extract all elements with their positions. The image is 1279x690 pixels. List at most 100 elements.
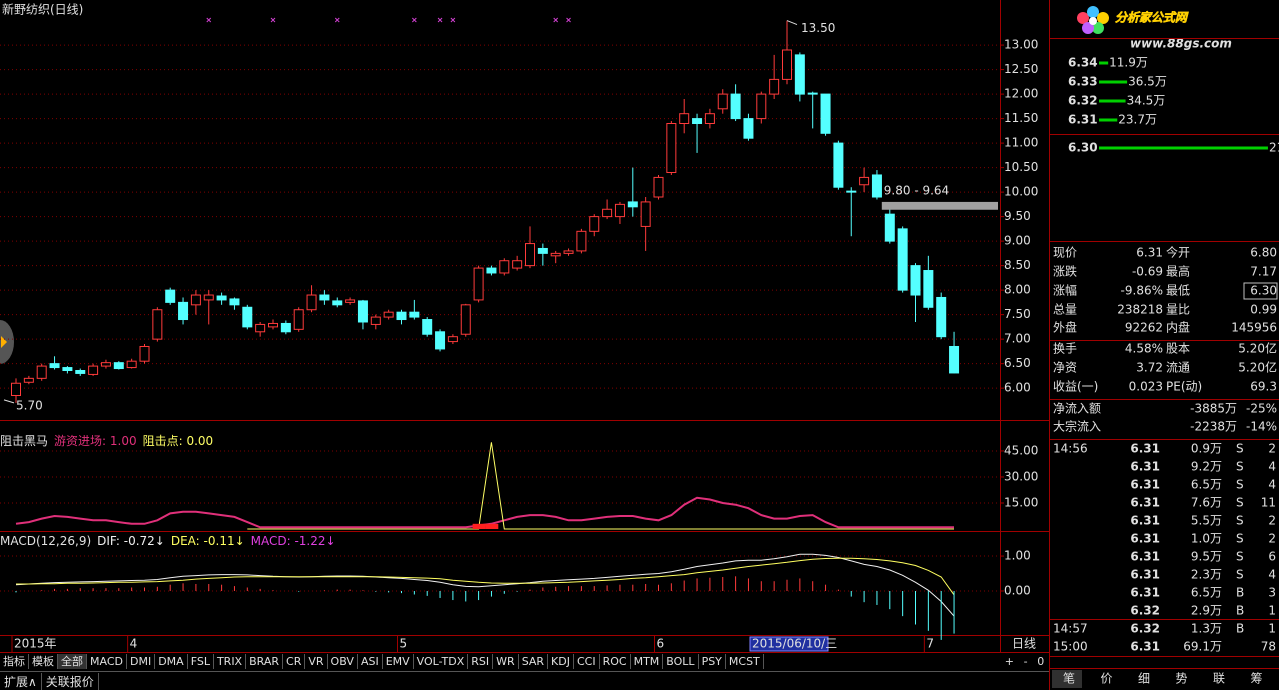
candle-body [512,260,523,269]
quote-value: 0.023 [1129,380,1163,394]
trade-price: 6.31 [1130,640,1160,654]
y-tick-label: 6.50 [1004,356,1031,370]
detail-tab[interactable]: 联 [1213,672,1225,686]
trade-price: 6.31 [1130,568,1160,582]
tab[interactable]: 关联报价 [42,672,99,690]
tab[interactable]: RSI [468,653,494,669]
tab[interactable]: CR [283,653,306,669]
book-bar [1099,99,1126,103]
tab[interactable]: MTM [631,653,664,669]
trade-count: 78 [1261,640,1276,654]
tab[interactable]: EMV [383,653,414,669]
legend-entry: DIF: -0.72↓ [97,534,165,548]
tab[interactable]: CCI [574,653,600,669]
y-tick-label: 10.50 [1004,160,1038,174]
logo-title: 分析家公式网 [1115,11,1189,25]
candle-body [743,118,754,139]
tab[interactable]: OBV [328,653,358,669]
candle-body [602,208,613,218]
y-tick-label: 0.00 [1004,583,1031,597]
range-label: 9.80 - 9.64 [884,183,949,197]
tab[interactable]: VR [305,653,328,669]
quote-label: 股本 [1166,342,1190,356]
tab[interactable]: BRAR [246,653,284,669]
tab[interactable]: TRIX [214,653,247,669]
candle-body [692,118,703,125]
candle-body [396,311,407,321]
trade-side: S [1236,442,1244,456]
quote-value: 6.30 [1250,284,1277,298]
legend-entry: MACD: -1.22↓ [251,534,336,548]
zoom-buttons: + -0 [1000,653,1049,669]
tab[interactable]: PSY [699,653,726,669]
tab[interactable]: KDJ [548,653,574,669]
candle-body [460,304,471,335]
candle-body [422,319,433,335]
tab[interactable]: DMI [127,653,156,669]
logo-url: www.88gs.com [1130,37,1232,51]
detail-tab[interactable]: 势 [1176,672,1188,686]
candle-body [178,301,189,321]
candle-body [576,230,587,252]
trade-volume: 6.5万 [1191,478,1222,492]
detail-tab[interactable]: 筹 [1251,672,1263,686]
date-label: 6 [657,637,665,651]
candle-body [525,243,535,267]
candle-body [807,92,818,95]
legend-entry: 游资进场: 1.00 [54,434,137,448]
quote-value: 4.58% [1125,342,1163,356]
y-tick-label: 9.50 [1004,209,1031,223]
y-tick-label: 12.00 [1004,87,1038,101]
candle-body [537,247,548,254]
signal-marker [566,17,571,23]
candle-body [23,377,34,383]
date-label: 7 [926,637,934,651]
trade-price: 6.31 [1130,478,1160,492]
tab[interactable]: + [1004,654,1015,668]
panel-title: MACD(12,26,9) [0,534,91,548]
tab[interactable]: 模板 [29,653,58,669]
quote-value: -9.86% [1121,284,1163,298]
candle-body [614,203,625,218]
tab[interactable]: MACD [87,653,127,669]
date-label: 4 [130,637,138,651]
tab[interactable]: DMA [155,653,188,669]
tab[interactable]: 全部 [58,653,87,669]
book-bar [1099,146,1268,150]
date-label: 2015年 [14,637,57,651]
tab[interactable]: ASI [358,653,383,669]
tab[interactable]: - [1023,654,1028,668]
tab[interactable]: FSL [188,653,214,669]
trade-volume: 1.0万 [1191,532,1222,546]
trade-volume: 0.9万 [1191,442,1222,456]
cursor-date-box [749,636,829,652]
y-tick-label: 1.00 [1004,549,1031,563]
quote-value: -2238万 [1190,420,1237,434]
book-price: 6.31 [1068,113,1098,127]
detail-tab[interactable]: 价 [1101,672,1113,686]
candle-body [49,363,60,369]
book-price: 6.33 [1068,75,1098,89]
y-tick-label: 45.00 [1004,443,1038,457]
tab[interactable]: MCST [726,653,764,669]
high-label: 13.50 [801,21,835,35]
quote-value: 7.17 [1250,265,1277,279]
detail-tab[interactable]: 笔 [1063,671,1075,686]
tab[interactable]: WR [493,653,519,669]
quote-value: 0.99 [1250,303,1277,317]
trade-time: 14:57 [1053,622,1088,636]
tab[interactable]: VOL-TDX [414,653,469,669]
quote-value: 238218 [1117,303,1163,317]
tab[interactable]: SAR [519,653,549,669]
candle-body [190,294,201,306]
tab[interactable]: BOLL [663,653,699,669]
detail-tab[interactable]: 细 [1138,672,1150,686]
candle-body [203,294,214,301]
indicator-tabs: 指标 模板 全部 MACD DMI DMA FSL TRIX BRAR CR VR OBV ASI EMV… [0,653,1049,669]
tab[interactable]: 指标 [0,653,29,669]
tab[interactable]: 扩展∧ [0,672,42,690]
quote-label: 净资 [1053,361,1077,375]
tab[interactable]: 0 [1037,654,1045,668]
candle-body [782,49,792,80]
tab[interactable]: ROC [600,653,631,669]
